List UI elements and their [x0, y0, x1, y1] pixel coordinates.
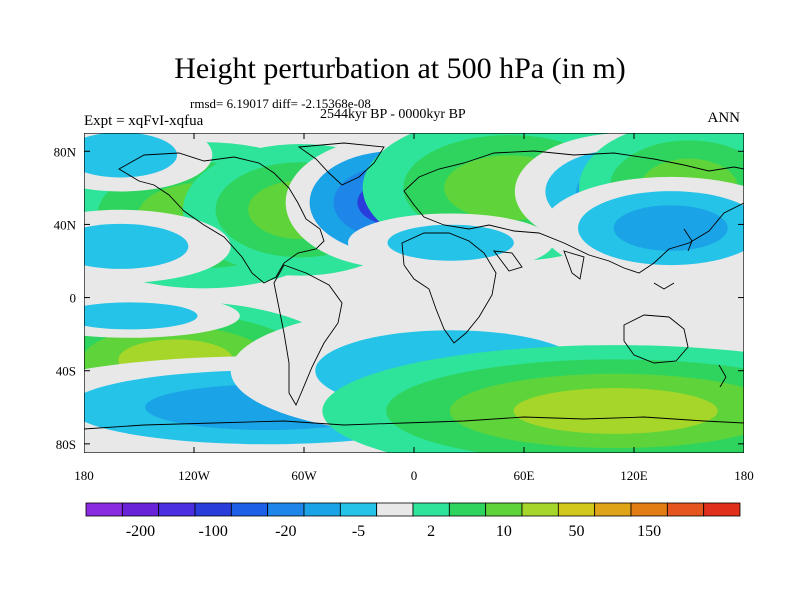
x-tick-label: 120E [620, 468, 648, 483]
x-axis-labels: 180 120W 60W 0 60E 120E 180 [74, 468, 754, 483]
x-tick-label: 120W [178, 468, 211, 483]
contour-level [84, 133, 178, 178]
colorbar-label: -20 [275, 523, 296, 540]
contour-level [387, 224, 514, 261]
season-label: ANN [707, 110, 741, 126]
y-axis-labels: 80N 40N 0 40S 80S [54, 144, 77, 452]
colorbar-swatch [194, 502, 232, 517]
colorbar-swatch [121, 502, 160, 517]
colorbar-swatch [630, 502, 668, 517]
colorbar-label: 50 [569, 523, 585, 540]
colorbar-label: 150 [637, 523, 661, 540]
x-tick-label: 180 [734, 468, 754, 483]
contour-level [513, 388, 718, 434]
period-label: 2544kyr BP - 0000kyr BP [320, 107, 466, 122]
experiment-label: Expt = xqFvI-xqfua [84, 113, 204, 129]
colorbar-swatch [85, 502, 123, 517]
y-tick-label: 40S [56, 364, 76, 379]
x-tick-label: 60W [291, 468, 317, 483]
colorbar-swatch [376, 502, 414, 517]
colorbar-swatch [703, 502, 741, 517]
colorbar-label: 2 [427, 523, 435, 540]
colorbar-swatch [412, 502, 450, 517]
colorbar-swatch [521, 502, 559, 517]
y-tick-label: 40N [54, 217, 77, 232]
y-tick-label: 0 [70, 291, 77, 306]
contour-level [84, 302, 198, 330]
contour-level [84, 223, 189, 269]
y-tick-label: 80N [54, 144, 77, 159]
colorbar-label: -5 [352, 523, 365, 540]
colorbar-label: 10 [496, 523, 512, 540]
x-tick-label: 0 [411, 468, 418, 483]
axis-ticks [84, 133, 744, 453]
colorbar-swatch [485, 502, 523, 517]
contour-level [613, 205, 728, 251]
colorbar-swatch [158, 502, 196, 517]
y-tick-label: 80S [56, 437, 76, 452]
rmsd-stats: rmsd= 6.19017 diff= -2.15368e-08 [190, 96, 371, 111]
colorbar-labels: -200 -100 -20 -5 2 10 50 150 [126, 523, 661, 540]
colorbar [85, 502, 741, 517]
colorbar-swatch [448, 502, 487, 517]
colorbar-label: -100 [199, 523, 228, 540]
colorbar-swatch [267, 502, 305, 517]
colorbar-swatch [594, 502, 632, 517]
colorbar-swatch [666, 502, 705, 517]
colorbar-swatch [557, 502, 596, 517]
colorbar-swatch [303, 502, 341, 517]
coastlines [84, 142, 744, 430]
x-tick-label: 60E [514, 468, 535, 483]
plot-title: Height perturbation at 500 hPa (in m) [174, 52, 626, 85]
colorbar-swatch [230, 502, 269, 517]
map-panel [84, 133, 744, 453]
colorbar-swatch [339, 502, 378, 517]
x-tick-label: 180 [74, 468, 94, 483]
contour-field [84, 133, 744, 453]
colorbar-label: -200 [126, 523, 155, 540]
